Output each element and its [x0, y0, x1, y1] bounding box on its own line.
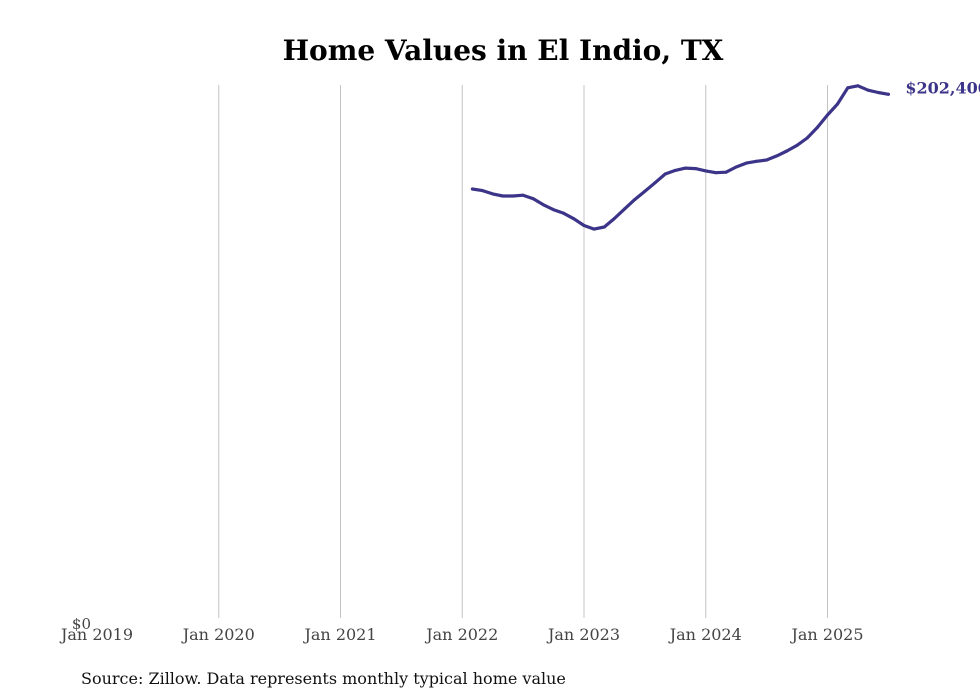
data-point-2023-12: [694, 167, 698, 171]
x-tick-label: Jan 2021: [302, 625, 376, 644]
data-point-2022-12: [572, 217, 576, 221]
x-tick-label: Jan 2020: [181, 625, 255, 644]
x-tick-label: Jan 2019: [59, 625, 133, 644]
data-point-2024-05: [744, 161, 748, 165]
x-tick-label: Jan 2023: [546, 625, 620, 644]
data-point-2025-05: [866, 88, 870, 92]
data-point-2023-11: [684, 166, 687, 170]
data-point-2023-04: [612, 217, 616, 220]
data-point-2023-09: [663, 172, 667, 176]
data-point-2024-09: [785, 149, 789, 153]
data-point-2023-08: [653, 181, 657, 185]
data-point-2025-03: [846, 86, 850, 90]
data-point-2022-02: [470, 187, 474, 191]
data-point-2025-02: [836, 102, 840, 106]
data-point-2023-05: [623, 207, 627, 211]
data-point-2023-07: [643, 189, 647, 193]
data-point-2024-03: [724, 170, 728, 174]
data-point-2024-02: [714, 171, 718, 175]
series-line: [470, 84, 890, 231]
x-tick-label: Jan 2025: [789, 625, 863, 644]
data-point-2022-05: [501, 194, 505, 198]
data-point-2023-10: [673, 168, 677, 172]
data-point-2024-04: [734, 165, 738, 169]
series-points: [470, 84, 890, 231]
data-point-2022-07: [521, 193, 525, 197]
data-point-2022-08: [531, 197, 535, 201]
data-point-2024-08: [775, 154, 779, 158]
data-point-2022-03: [481, 189, 484, 193]
gridlines: [218, 85, 828, 618]
data-point-2022-11: [562, 211, 566, 215]
data-point-2022-04: [491, 192, 495, 196]
x-tick-label: Jan 2024: [668, 625, 742, 644]
data-point-2025-07: [886, 92, 890, 96]
x-tick-label: Jan 2022: [424, 625, 498, 644]
data-point-2024-06: [755, 159, 758, 163]
source-note: Source: Zillow. Data represents monthly …: [81, 669, 566, 688]
data-point-2024-01: [704, 169, 708, 173]
data-point-2023-02: [592, 227, 596, 231]
data-point-2023-01: [582, 224, 586, 227]
data-point-2025-01: [826, 113, 829, 117]
data-point-2022-10: [552, 208, 556, 212]
data-point-2024-11: [805, 136, 809, 140]
data-point-2025-04: [856, 84, 860, 88]
data-point-2023-03: [602, 225, 606, 229]
data-point-2024-12: [815, 125, 819, 129]
y-axis-zero-label: $0: [72, 615, 91, 633]
data-point-2024-10: [795, 143, 799, 147]
end-value-label: $202,400: [905, 78, 980, 97]
data-point-2024-07: [765, 158, 769, 162]
data-point-2022-09: [541, 203, 545, 207]
data-point-2022-06: [511, 194, 515, 198]
x-axis-ticks: Jan 2019 Jan 2020 Jan 2021 Jan 2022 Jan 2023…: [59, 625, 864, 644]
chart-title: Home Values in El Indio, TX: [283, 34, 724, 67]
data-point-2023-06: [633, 198, 637, 202]
data-point-2025-06: [876, 91, 880, 94]
